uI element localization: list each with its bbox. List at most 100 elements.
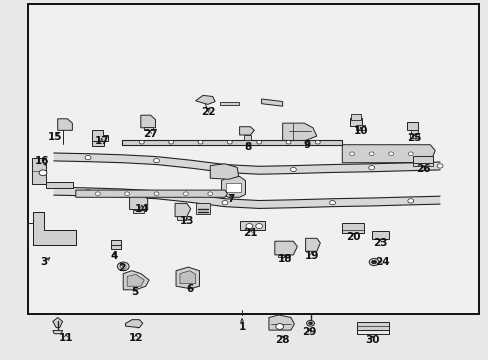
Polygon shape [32, 158, 46, 184]
Circle shape [245, 224, 252, 229]
Polygon shape [342, 145, 434, 163]
Polygon shape [129, 195, 147, 210]
Text: 25: 25 [407, 132, 421, 143]
Text: 14: 14 [134, 204, 149, 214]
Polygon shape [54, 187, 439, 208]
Text: 4: 4 [110, 251, 118, 261]
Bar [355, 125, 364, 130]
Polygon shape [176, 267, 199, 289]
Circle shape [124, 192, 129, 195]
Bar [342, 223, 364, 233]
Polygon shape [123, 271, 149, 290]
Text: 2: 2 [118, 263, 124, 273]
Text: 30: 30 [365, 335, 379, 345]
Polygon shape [274, 241, 297, 255]
Circle shape [368, 258, 378, 266]
Polygon shape [125, 320, 142, 328]
Bar [111, 240, 121, 249]
Polygon shape [54, 153, 439, 174]
Polygon shape [261, 99, 282, 106]
Bar [410, 130, 417, 134]
Text: 6: 6 [186, 284, 193, 294]
Polygon shape [221, 176, 245, 197]
Circle shape [255, 224, 262, 229]
Polygon shape [122, 140, 342, 145]
Circle shape [315, 140, 320, 144]
Circle shape [407, 152, 412, 156]
Bar [243, 135, 251, 140]
Text: 12: 12 [128, 333, 143, 343]
Circle shape [368, 166, 374, 170]
Circle shape [285, 140, 290, 144]
Polygon shape [356, 322, 388, 330]
Bar [371, 260, 376, 264]
Polygon shape [195, 95, 215, 104]
Bar [133, 210, 143, 213]
Circle shape [349, 152, 354, 156]
Text: 27: 27 [142, 129, 157, 139]
Circle shape [436, 164, 442, 168]
Bar [409, 134, 418, 138]
Bar [350, 114, 360, 120]
Circle shape [153, 193, 159, 197]
Circle shape [306, 320, 314, 326]
Polygon shape [53, 330, 62, 334]
Text: 18: 18 [277, 254, 292, 264]
Polygon shape [76, 190, 227, 197]
Bar [277, 255, 289, 257]
Circle shape [207, 192, 212, 195]
Polygon shape [127, 274, 144, 286]
Circle shape [85, 190, 91, 194]
Circle shape [368, 152, 373, 156]
Text: 15: 15 [47, 132, 62, 142]
Circle shape [85, 156, 91, 160]
Circle shape [154, 192, 159, 195]
Polygon shape [92, 130, 107, 141]
Bar [195, 203, 210, 214]
Polygon shape [268, 315, 294, 330]
Bar [406, 122, 417, 130]
Text: 1: 1 [238, 322, 245, 332]
Bar [349, 118, 361, 126]
Text: 10: 10 [353, 126, 367, 136]
Circle shape [222, 201, 227, 205]
Text: 8: 8 [244, 142, 251, 152]
Polygon shape [210, 164, 238, 179]
Polygon shape [239, 221, 264, 230]
Text: 21: 21 [243, 228, 258, 238]
Circle shape [39, 170, 47, 176]
Circle shape [388, 152, 393, 156]
Polygon shape [282, 123, 316, 140]
Circle shape [139, 140, 144, 144]
Text: 9: 9 [303, 140, 310, 150]
Bar [46, 182, 73, 188]
Polygon shape [175, 203, 190, 217]
Polygon shape [53, 318, 62, 328]
Polygon shape [225, 183, 240, 192]
Text: 22: 22 [201, 107, 216, 117]
Text: 29: 29 [302, 327, 316, 337]
Text: 16: 16 [35, 156, 50, 166]
Circle shape [153, 158, 159, 163]
Circle shape [222, 166, 227, 171]
Circle shape [95, 192, 100, 195]
Circle shape [120, 264, 126, 269]
Circle shape [371, 260, 376, 264]
Circle shape [275, 324, 283, 329]
Text: 23: 23 [372, 238, 387, 248]
Circle shape [290, 167, 296, 172]
Circle shape [168, 140, 173, 144]
Circle shape [256, 140, 261, 144]
Text: 11: 11 [59, 333, 73, 343]
Text: 5: 5 [131, 287, 138, 297]
Polygon shape [239, 127, 254, 135]
Bar [371, 231, 388, 239]
Polygon shape [40, 166, 46, 170]
Text: 19: 19 [304, 251, 319, 261]
Polygon shape [33, 212, 76, 245]
Circle shape [227, 140, 232, 144]
Polygon shape [141, 115, 155, 128]
Circle shape [407, 199, 413, 203]
Text: 3: 3 [41, 257, 47, 267]
Text: 20: 20 [346, 232, 360, 242]
